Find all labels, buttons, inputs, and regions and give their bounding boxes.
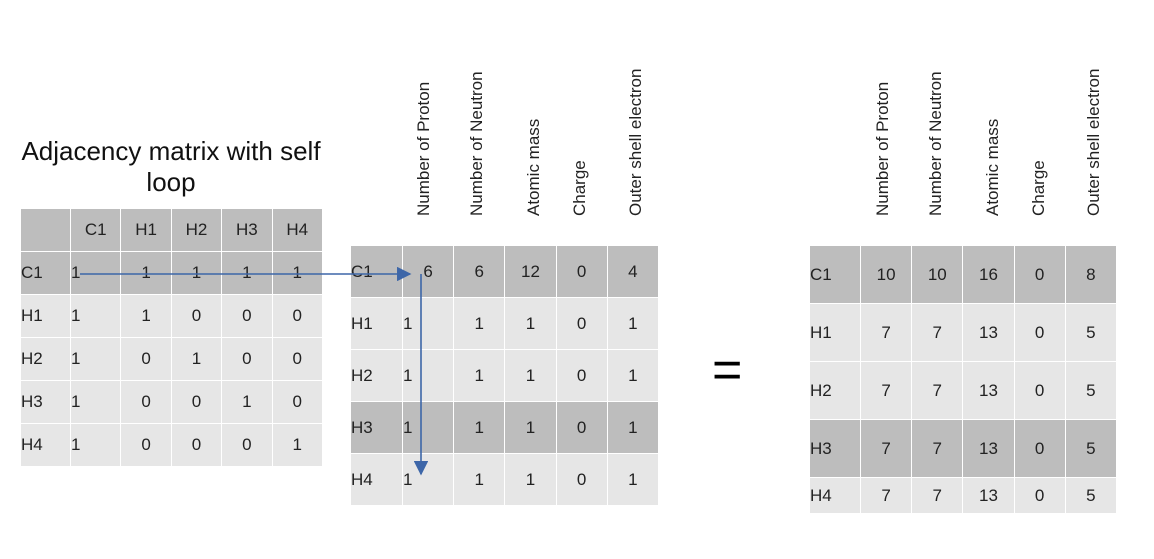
result-row-label: H2 xyxy=(809,361,861,420)
feature-cell: 1 xyxy=(401,297,455,350)
adjacency-cell: 1 xyxy=(271,423,324,467)
result-cell: 5 xyxy=(1064,419,1118,478)
adjacency-row-label: H3 xyxy=(20,380,71,424)
adjacency-matrix: C1 H1 H2 H3 H4 C1 1 1 1 1 1 H1 1 1 0 0 0… xyxy=(20,208,324,467)
result-row-label: C1 xyxy=(809,245,861,304)
feature-cell: 1 xyxy=(606,349,660,402)
result-cell: 7 xyxy=(911,419,964,478)
adjacency-cell: 1 xyxy=(69,380,122,424)
result-row-label: H4 xyxy=(809,477,861,514)
adjacency-col-header: H4 xyxy=(271,208,324,252)
adjacency-col-header: H3 xyxy=(221,208,273,252)
result-row: H2 7 7 13 0 5 xyxy=(809,361,1118,420)
result-cell: 10 xyxy=(911,245,964,304)
feature-cell: 0 xyxy=(555,401,608,454)
result-row: H3 7 7 13 0 5 xyxy=(809,419,1118,478)
adjacency-row-label: C1 xyxy=(20,251,71,295)
feature-cell: 1 xyxy=(401,349,455,402)
adjacency-cell: 0 xyxy=(221,423,273,467)
result-cell: 7 xyxy=(911,477,964,514)
adjacency-row: H3 1 0 0 1 0 xyxy=(20,380,324,424)
result-row: H1 7 7 13 0 5 xyxy=(809,303,1118,362)
feature-cell: 0 xyxy=(555,349,608,402)
result-cell: 16 xyxy=(962,245,1015,304)
result-cell: 7 xyxy=(859,361,913,420)
feature-row: H4 1 1 1 0 1 xyxy=(350,453,660,506)
feature-cell: 1 xyxy=(453,349,506,402)
result-cell: 13 xyxy=(962,419,1015,478)
adjacency-cell: 0 xyxy=(221,337,273,381)
result-matrix: C1 10 10 16 0 8 H1 7 7 13 0 5 H2 7 7 13 … xyxy=(809,245,1118,514)
adjacency-row-label: H4 xyxy=(20,423,71,467)
result-row: H4 7 7 13 0 5 xyxy=(809,477,1118,514)
result-cell: 13 xyxy=(962,361,1015,420)
diagram-title: Adjacency matrix with self loop xyxy=(21,136,321,197)
adjacency-cell: 1 xyxy=(170,251,223,295)
feature-cell: 1 xyxy=(606,453,660,506)
feature-cell: 1 xyxy=(606,401,660,454)
feature-cell: 1 xyxy=(401,453,455,506)
feature-cell: 1 xyxy=(453,453,506,506)
result-cell: 10 xyxy=(859,245,913,304)
result-cell: 7 xyxy=(911,361,964,420)
feature-row-label: H1 xyxy=(350,297,403,350)
adjacency-row: H4 1 0 0 0 1 xyxy=(20,423,324,467)
adjacency-row: C1 1 1 1 1 1 xyxy=(20,251,324,295)
result-cell: 8 xyxy=(1064,245,1118,304)
feature-cell: 0 xyxy=(555,245,608,298)
adjacency-cell: 1 xyxy=(271,251,324,295)
result-cell: 13 xyxy=(962,303,1015,362)
adjacency-cell: 0 xyxy=(271,380,324,424)
adjacency-cell: 0 xyxy=(120,380,172,424)
adjacency-cell: 1 xyxy=(221,251,273,295)
adjacency-cell: 1 xyxy=(221,380,273,424)
feature-cell: 1 xyxy=(401,401,455,454)
adjacency-col-header: H2 xyxy=(170,208,223,252)
result-row-label: H1 xyxy=(809,303,861,362)
result-cell: 0 xyxy=(1013,419,1066,478)
result-cell: 0 xyxy=(1013,303,1066,362)
feature-cell: 12 xyxy=(504,245,557,298)
result-cell: 5 xyxy=(1064,477,1118,514)
adjacency-cell: 0 xyxy=(120,423,172,467)
feature-row: H2 1 1 1 0 1 xyxy=(350,349,660,402)
adjacency-header-row: C1 H1 H2 H3 H4 xyxy=(20,208,324,252)
result-cell: 7 xyxy=(859,477,913,514)
equals-sign: = xyxy=(712,341,743,399)
adjacency-cell: 0 xyxy=(221,294,273,338)
result-cell: 0 xyxy=(1013,477,1066,514)
result-cell: 13 xyxy=(962,477,1015,514)
adjacency-cell: 1 xyxy=(120,294,172,338)
feature-cell: 1 xyxy=(606,297,660,350)
feature-cell: 0 xyxy=(555,453,608,506)
adjacency-col-header: H1 xyxy=(120,208,172,252)
adjacency-row: H2 1 0 1 0 0 xyxy=(20,337,324,381)
adjacency-col-header: C1 xyxy=(69,208,122,252)
adjacency-row-label: H1 xyxy=(20,294,71,338)
adjacency-cell: 0 xyxy=(120,337,172,381)
adjacency-cell: 0 xyxy=(170,423,223,467)
adjacency-corner-cell xyxy=(20,208,71,252)
result-cell: 5 xyxy=(1064,361,1118,420)
